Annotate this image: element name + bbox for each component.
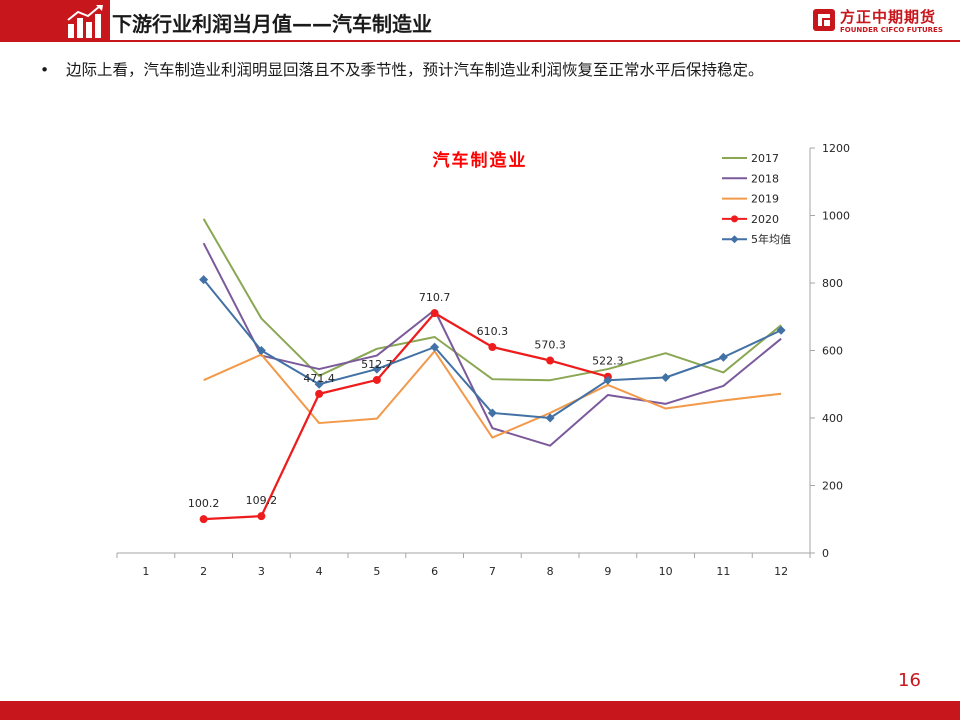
data-point-5年均值 <box>372 364 382 374</box>
y-tick-label: 600 <box>822 345 843 358</box>
legend-label: 5年均值 <box>751 232 791 246</box>
footer-bar <box>0 701 960 720</box>
data-point-5年均值 <box>199 275 209 285</box>
x-tick-label: 9 <box>604 565 611 578</box>
data-label: 610.3 <box>477 325 509 338</box>
series-line-2020 <box>203 312 609 521</box>
data-point-5年均值 <box>256 346 266 355</box>
x-tick-label: 6 <box>431 565 438 578</box>
data-point-5年均值 <box>776 325 786 335</box>
series-line-2019 <box>203 350 782 439</box>
data-label: 570.3 <box>534 339 566 352</box>
header-divider <box>0 40 960 42</box>
x-tick-label: 5 <box>373 565 380 578</box>
x-tick-label: 11 <box>716 565 730 578</box>
legend-label: 2017 <box>751 152 779 165</box>
logo-name-cn: 方正中期期货 <box>840 8 937 26</box>
data-point-2020 <box>257 512 266 521</box>
x-tick-label: 1 <box>142 565 149 578</box>
y-tick-label: 0 <box>822 547 829 560</box>
y-tick-label: 200 <box>822 480 843 493</box>
y-tick-label: 1000 <box>822 210 850 223</box>
data-point-5年均值 <box>314 379 324 389</box>
data-label: 100.2 <box>188 497 220 510</box>
x-tick-label: 7 <box>489 565 496 578</box>
data-label: 109.2 <box>246 494 278 507</box>
x-tick-label: 8 <box>547 565 554 578</box>
data-point-2020 <box>199 515 208 524</box>
x-tick-label: 10 <box>659 565 673 578</box>
growth-chart-icon <box>67 5 103 38</box>
data-point-5年均值 <box>661 373 671 382</box>
x-tick-label: 3 <box>258 565 265 578</box>
logo-mark-icon <box>813 9 835 31</box>
data-label: 522.3 <box>592 355 624 368</box>
y-tick-label: 400 <box>822 412 843 425</box>
page-number: 16 <box>898 670 921 691</box>
legend-marker-2020 <box>731 215 738 223</box>
header: 下游行业利润当月值——汽车制造业 方正中期期货 FOUNDER CIFCO FU… <box>0 0 960 48</box>
x-tick-label: 12 <box>774 565 788 578</box>
data-point-2020 <box>372 375 381 384</box>
data-label: 471.4 <box>303 372 335 385</box>
data-point-5年均值 <box>603 375 613 385</box>
data-point-2020 <box>546 356 555 365</box>
bullet-text: 边际上看，汽车制造业利润明显回落且不及季节性，预计汽车制造业利润恢复至正常水平后… <box>66 61 764 79</box>
series-line-2017 <box>202 218 782 382</box>
bullet-marker: • <box>40 61 50 79</box>
data-point-5年均值 <box>430 342 440 352</box>
x-tick-label: 4 <box>316 565 323 578</box>
legend-label: 2018 <box>751 172 779 185</box>
data-point-5年均值 <box>718 352 728 362</box>
data-label: 512.7 <box>361 358 393 371</box>
chart-title: 汽车制造业 <box>433 150 528 171</box>
company-logo: 方正中期期货 FOUNDER CIFCO FUTURES <box>812 6 952 38</box>
series-line-2018 <box>202 242 782 447</box>
data-point-2020 <box>430 309 439 318</box>
x-tick-label: 2 <box>200 565 207 578</box>
data-label: 710.7 <box>419 291 451 304</box>
data-point-2020 <box>315 389 324 398</box>
chart-container: 汽车制造业 1 2 3 4 5 6 7 8 9 10 11 12 0 200 400 600 800 1000 120… <box>0 130 960 590</box>
data-point-5年均值 <box>545 413 555 423</box>
legend-label: 2019 <box>751 193 779 206</box>
legend-label: 2020 <box>751 213 779 226</box>
bullet-point: • 边际上看，汽车制造业利润明显回落且不及季节性，预计汽车制造业利润恢复至正常水平… <box>40 58 940 80</box>
page-title: 下游行业利润当月值——汽车制造业 <box>112 12 432 36</box>
data-point-5年均值 <box>487 408 497 418</box>
y-tick-label: 800 <box>822 277 843 290</box>
data-point-2020 <box>488 343 497 352</box>
y-tick-label: 1200 <box>822 142 850 155</box>
logo-name-en: FOUNDER CIFCO FUTURES <box>840 26 943 34</box>
legend-marker-5年均值 <box>730 235 739 244</box>
